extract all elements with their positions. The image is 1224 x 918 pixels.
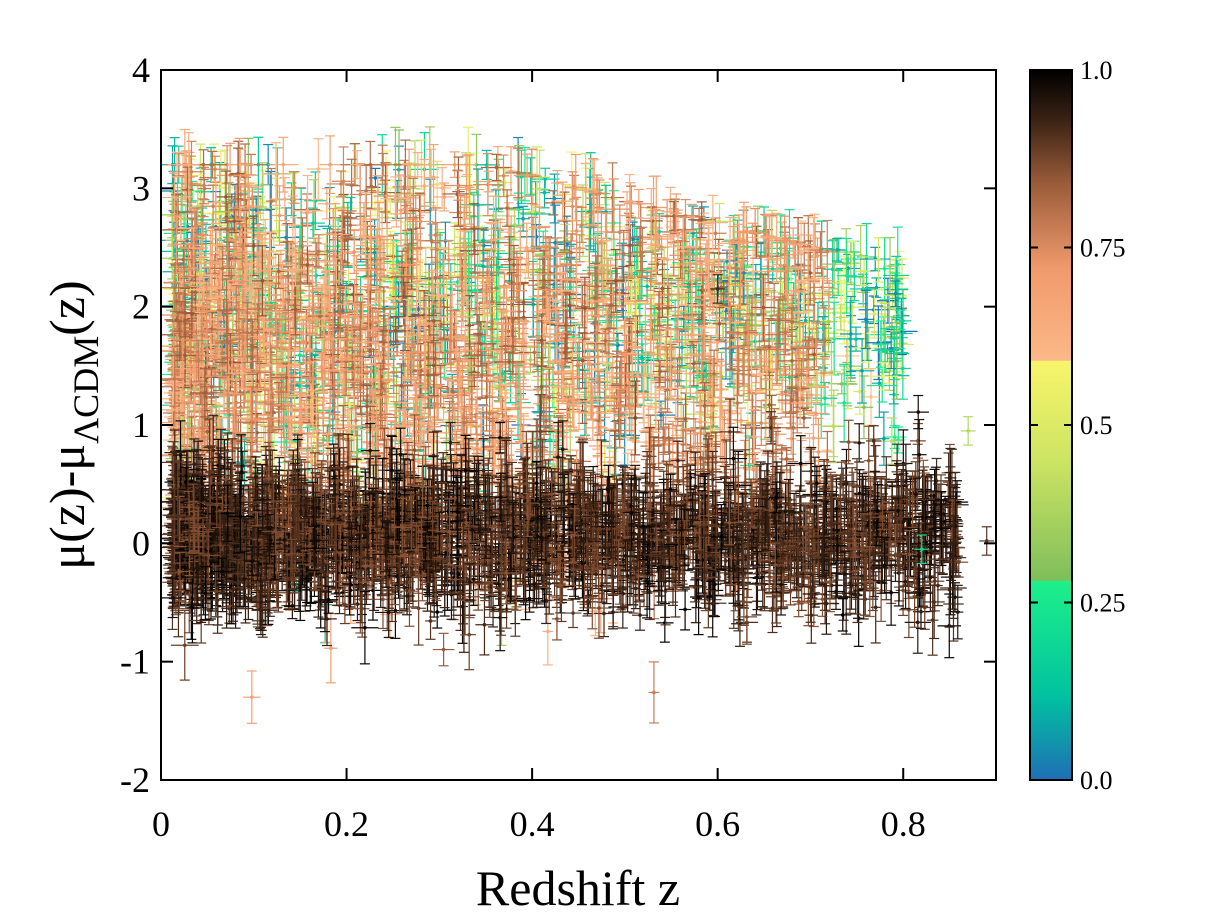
data-point xyxy=(808,338,820,371)
data-point xyxy=(642,463,660,509)
data-point xyxy=(432,167,452,209)
data-point xyxy=(809,231,832,269)
data-point xyxy=(648,661,660,724)
data-point xyxy=(801,414,826,462)
data-point xyxy=(598,355,617,391)
data-point xyxy=(678,588,692,631)
data-point xyxy=(492,352,507,403)
data-point xyxy=(197,150,227,179)
data-point xyxy=(804,586,819,644)
data-point xyxy=(735,387,761,458)
data-point xyxy=(564,597,582,629)
data-point xyxy=(812,582,839,625)
data-point xyxy=(685,418,706,450)
data-point xyxy=(562,397,578,464)
data-point xyxy=(350,150,364,180)
data-point xyxy=(505,146,517,197)
data-point xyxy=(862,368,880,426)
data-point xyxy=(515,282,533,322)
data-point xyxy=(261,142,291,206)
data-point xyxy=(853,423,865,463)
data-point xyxy=(841,241,860,286)
data-points xyxy=(161,126,995,724)
data-point xyxy=(592,405,605,436)
data-point xyxy=(594,589,614,638)
data-point xyxy=(319,135,341,195)
data-point xyxy=(161,183,183,247)
data-point xyxy=(390,200,402,228)
data-point xyxy=(600,162,625,233)
data-point xyxy=(480,153,513,182)
data-point xyxy=(780,309,791,356)
data-point xyxy=(578,377,600,416)
data-point xyxy=(432,632,455,667)
data-point xyxy=(856,276,870,308)
data-point xyxy=(840,330,855,410)
data-point xyxy=(345,158,358,212)
data-point xyxy=(564,153,588,222)
data-point xyxy=(674,216,692,286)
data-point xyxy=(630,203,651,272)
data-point xyxy=(926,584,939,656)
data-point xyxy=(243,670,261,724)
data-point xyxy=(543,173,565,224)
data-point xyxy=(872,237,885,283)
data-point xyxy=(542,597,554,666)
